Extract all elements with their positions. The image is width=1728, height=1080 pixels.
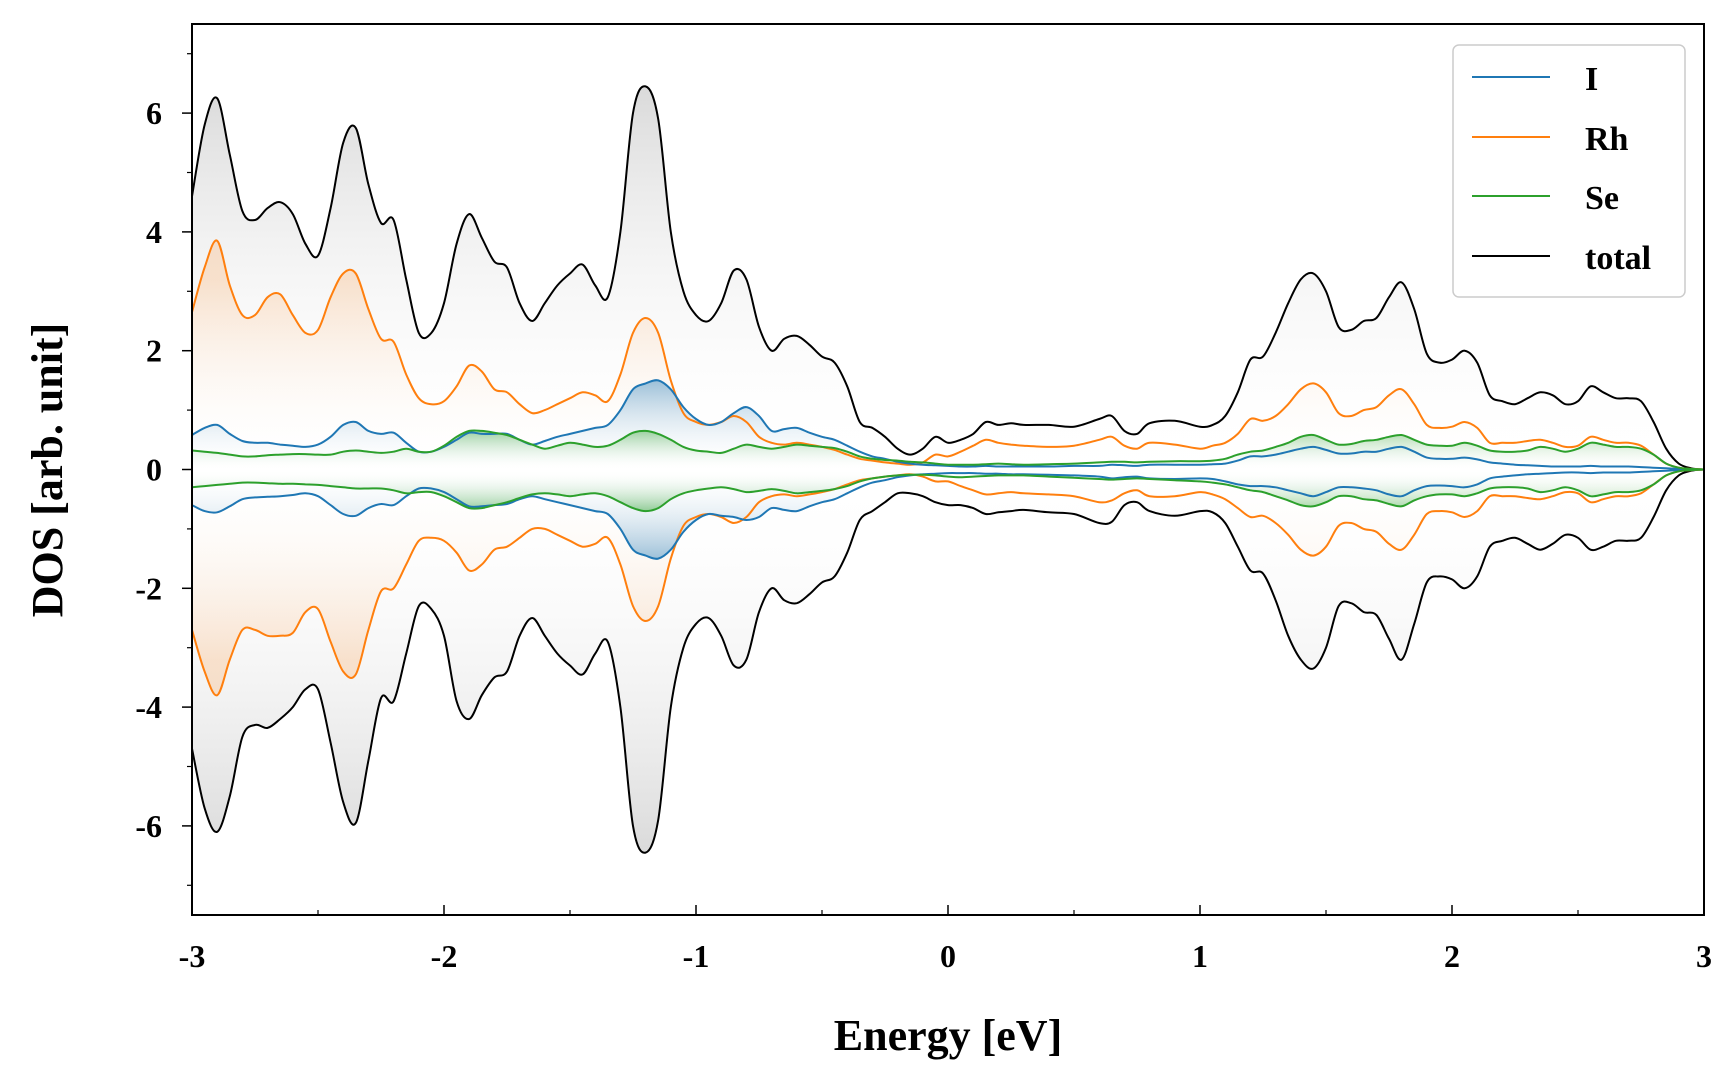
legend: I Rh Se total	[1452, 44, 1686, 298]
legend-item-total: total	[1472, 240, 1651, 277]
legend-item-I: I	[1472, 61, 1598, 98]
fill-layer	[192, 86, 1704, 853]
y-axis-label: DOS [arb. unit]	[23, 323, 72, 618]
x-tick-label: 0	[940, 938, 956, 974]
series-total-spin-down	[192, 468, 1704, 854]
legend-label-Se: Se	[1585, 180, 1619, 217]
legend-label-total: total	[1585, 240, 1651, 277]
series-total-spin-up	[192, 85, 1704, 471]
legend-item-Rh: Rh	[1472, 121, 1629, 158]
x-tick-label: 2	[1444, 938, 1460, 974]
legend-box	[1452, 44, 1686, 298]
fill-Se-spin-down	[192, 469, 1704, 512]
fill-total-spin-down	[192, 469, 1704, 853]
series-Se-spin-down	[192, 468, 1704, 513]
legend-label-Rh: Rh	[1585, 121, 1629, 158]
x-tick-label: -1	[683, 938, 710, 974]
fill-Rh-spin-up	[192, 240, 1704, 470]
y-tick-label: 2	[146, 333, 162, 369]
fill-total-spin-up	[192, 86, 1704, 470]
y-tick-label: -4	[135, 689, 162, 725]
y-axis: -6 -4 -2 0 2 4 6	[135, 53, 192, 886]
legend-label-I: I	[1585, 61, 1598, 98]
x-tick-label: -2	[431, 938, 458, 974]
y-tick-label: 4	[146, 214, 162, 250]
legend-item-Se: Se	[1472, 180, 1619, 217]
x-tick-label: -3	[179, 938, 206, 974]
y-tick-label: -6	[135, 808, 162, 844]
line-layer	[192, 85, 1704, 854]
x-axis-label: Energy [eV]	[834, 1011, 1063, 1060]
fill-Rh-spin-down	[192, 469, 1704, 696]
y-tick-label: 0	[146, 452, 162, 488]
x-axis: -3 -2 -1 0 1 2 3	[179, 905, 1712, 974]
y-tick-label: 6	[146, 95, 162, 131]
x-tick-label: 3	[1696, 938, 1712, 974]
x-tick-label: 1	[1192, 938, 1208, 974]
series-Se-spin-up	[192, 429, 1704, 471]
y-tick-label: -2	[135, 570, 162, 606]
